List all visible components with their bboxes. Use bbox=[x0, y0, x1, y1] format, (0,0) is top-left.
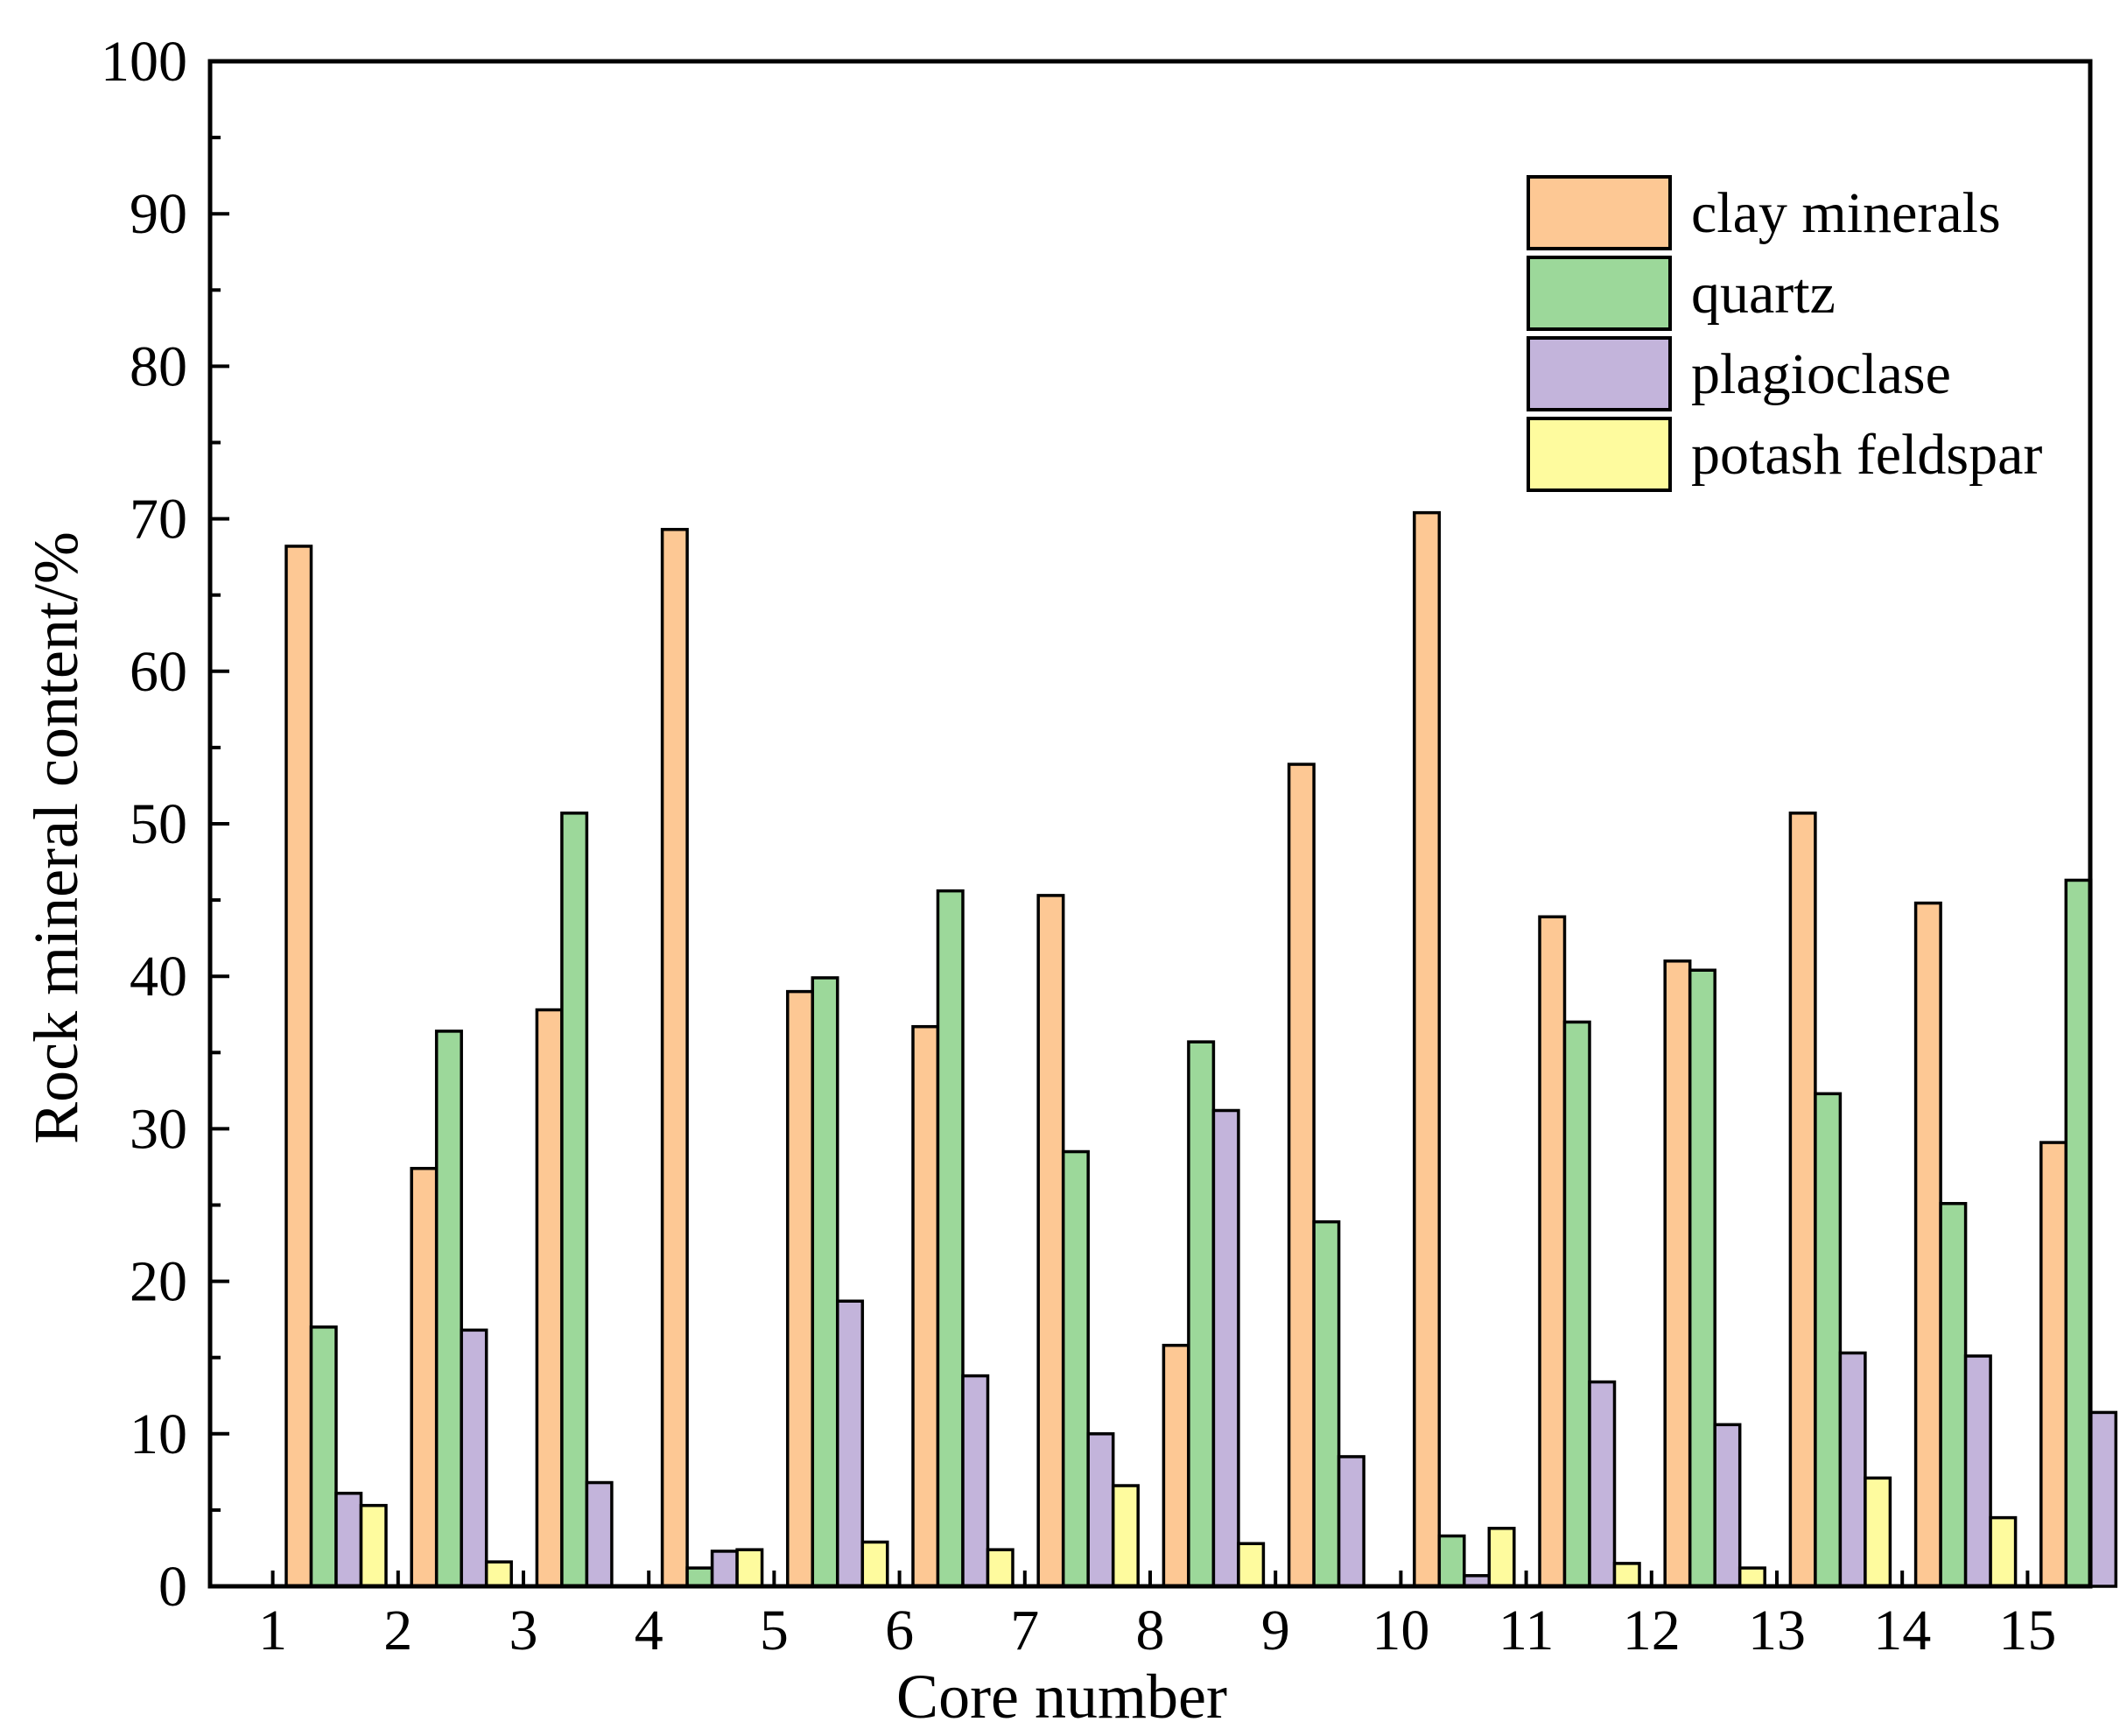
bar-clay-minerals-2 bbox=[410, 1166, 439, 1588]
bar-clay-minerals-1 bbox=[284, 545, 313, 1588]
bar-clay-minerals-13 bbox=[1788, 812, 1817, 1588]
y-tick-label: 100 bbox=[101, 30, 187, 94]
x-tick-label: 10 bbox=[1372, 1599, 1429, 1662]
bar-clay-minerals-12 bbox=[1663, 959, 1692, 1588]
bar-plagioclase-13 bbox=[1838, 1351, 1867, 1588]
bar-potash-feldspar-2 bbox=[484, 1560, 513, 1588]
bar-plagioclase-8 bbox=[1211, 1108, 1240, 1588]
y-tick-label: 70 bbox=[130, 488, 187, 552]
x-tick-label: 9 bbox=[1261, 1599, 1290, 1662]
bar-quartz-7 bbox=[1061, 1149, 1090, 1588]
bar-clay-minerals-4 bbox=[660, 528, 689, 1588]
bar-clay-minerals-8 bbox=[1162, 1344, 1190, 1588]
bar-plagioclase-14 bbox=[1963, 1354, 1992, 1588]
bar-clay-minerals-5 bbox=[786, 989, 815, 1588]
bar-plagioclase-11 bbox=[1588, 1380, 1617, 1588]
bar-quartz-12 bbox=[1688, 968, 1716, 1588]
x-tick-label: 6 bbox=[885, 1599, 914, 1662]
y-tick-label: 30 bbox=[130, 1097, 187, 1161]
bar-clay-minerals-11 bbox=[1538, 915, 1567, 1588]
x-tick-label: 8 bbox=[1136, 1599, 1165, 1662]
bar-potash-feldspar-5 bbox=[860, 1540, 889, 1588]
bar-quartz-4 bbox=[685, 1566, 714, 1588]
y-tick-label: 90 bbox=[130, 182, 187, 246]
y-tick-label: 10 bbox=[130, 1402, 187, 1466]
legend-swatch-quartz bbox=[1527, 256, 1672, 331]
x-tick-label: 2 bbox=[383, 1599, 412, 1662]
legend: clay minerals quartz plagioclase potash fel… bbox=[1527, 175, 2042, 492]
bar-potash-feldspar-13 bbox=[1864, 1476, 1892, 1588]
x-tick-label: 11 bbox=[1499, 1599, 1555, 1662]
x-tick-label: 7 bbox=[1010, 1599, 1039, 1662]
legend-swatch-potash-feldspar bbox=[1527, 417, 1672, 492]
legend-label-plagioclase: plagioclase bbox=[1691, 342, 1951, 406]
bar-quartz-9 bbox=[1312, 1219, 1341, 1588]
legend-label-clay-minerals: clay minerals bbox=[1691, 181, 2001, 245]
bar-quartz-8 bbox=[1187, 1040, 1216, 1588]
bar-clay-minerals-9 bbox=[1287, 763, 1316, 1588]
bar-quartz-6 bbox=[936, 889, 965, 1588]
y-tick-label: 80 bbox=[130, 334, 187, 398]
y-tick-label: 20 bbox=[130, 1250, 187, 1314]
bar-plagioclase-2 bbox=[460, 1328, 488, 1588]
bar-quartz-11 bbox=[1562, 1020, 1591, 1588]
x-tick-label: 1 bbox=[258, 1599, 287, 1662]
bar-clay-minerals-10 bbox=[1413, 510, 1442, 1588]
legend-swatch-clay-minerals bbox=[1527, 175, 1672, 250]
bar-quartz-14 bbox=[1939, 1202, 1968, 1588]
x-tick-label: 3 bbox=[509, 1599, 538, 1662]
bar-clay-minerals-6 bbox=[911, 1024, 940, 1588]
bar-potash-feldspar-6 bbox=[986, 1548, 1014, 1588]
bar-plagioclase-7 bbox=[1086, 1432, 1115, 1588]
legend-swatch-plagioclase bbox=[1527, 336, 1672, 411]
bar-clay-minerals-7 bbox=[1036, 894, 1065, 1588]
bar-quartz-3 bbox=[560, 812, 589, 1588]
x-tick-label: 5 bbox=[760, 1599, 789, 1662]
bar-plagioclase-4 bbox=[710, 1550, 739, 1588]
bar-plagioclase-12 bbox=[1713, 1423, 1742, 1588]
bars-layer bbox=[284, 510, 2118, 1588]
bar-potash-feldspar-8 bbox=[1237, 1542, 1266, 1588]
bar-quartz-2 bbox=[434, 1030, 463, 1588]
bar-plagioclase-1 bbox=[334, 1491, 363, 1588]
bar-potash-feldspar-7 bbox=[1111, 1484, 1140, 1588]
x-tick-label: 4 bbox=[635, 1599, 663, 1662]
bar-quartz-10 bbox=[1437, 1534, 1466, 1588]
legend-label-potash-feldspar: potash feldspar bbox=[1691, 423, 2042, 487]
bar-quartz-1 bbox=[309, 1325, 338, 1588]
bar-plagioclase-6 bbox=[961, 1374, 990, 1588]
y-axis-label: Rock mineral content/% bbox=[21, 531, 91, 1144]
x-tick-label: 14 bbox=[1873, 1599, 1931, 1662]
bar-potash-feldspar-12 bbox=[1737, 1566, 1766, 1588]
bar-potash-feldspar-1 bbox=[359, 1503, 388, 1588]
bar-clay-minerals-15 bbox=[2039, 1141, 2068, 1588]
bar-potash-feldspar-14 bbox=[1989, 1515, 2018, 1588]
bar-plagioclase-3 bbox=[585, 1480, 614, 1588]
y-tick-label: 60 bbox=[130, 640, 187, 704]
bar-plagioclase-5 bbox=[836, 1299, 865, 1588]
bar-quartz-13 bbox=[1814, 1092, 1843, 1588]
bar-clay-minerals-14 bbox=[1913, 901, 1942, 1588]
x-tick-label: 12 bbox=[1623, 1599, 1681, 1662]
y-tick-label: 0 bbox=[158, 1555, 187, 1619]
legend-label-quartz: quartz bbox=[1691, 262, 1836, 326]
y-tick-label: 40 bbox=[130, 945, 187, 1009]
bar-plagioclase-9 bbox=[1337, 1455, 1365, 1588]
y-tick-label: 50 bbox=[130, 792, 187, 856]
bar-potash-feldspar-11 bbox=[1612, 1562, 1641, 1588]
bar-potash-feldspar-10 bbox=[1487, 1527, 1516, 1588]
bar-quartz-5 bbox=[811, 976, 839, 1588]
bar-clay-minerals-3 bbox=[535, 1008, 564, 1588]
x-axis-label: Core number bbox=[896, 1662, 1227, 1732]
x-tick-label: 15 bbox=[1998, 1599, 2056, 1662]
bar-potash-feldspar-4 bbox=[735, 1548, 764, 1588]
bar-quartz-15 bbox=[2064, 878, 2093, 1588]
x-tick-label: 13 bbox=[1748, 1599, 1806, 1662]
bar-plagioclase-15 bbox=[2089, 1410, 2118, 1588]
